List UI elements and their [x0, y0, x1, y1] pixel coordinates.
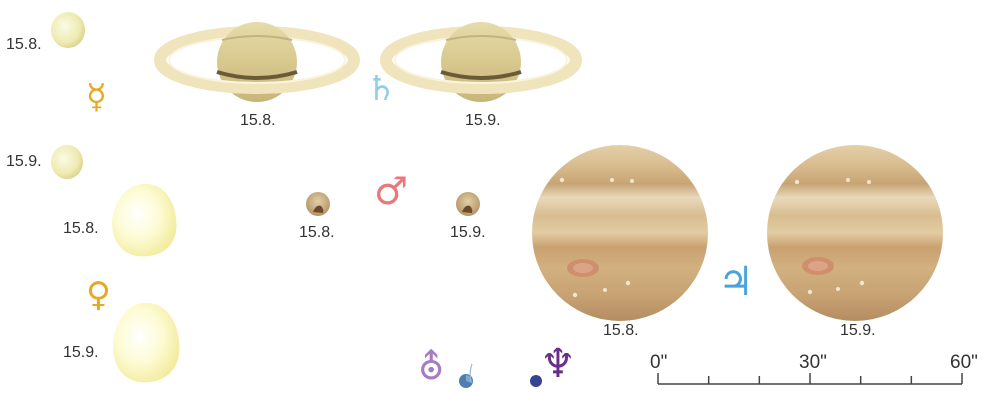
venus-disc-15-9	[113, 302, 180, 383]
scale-label-60: 60"	[950, 352, 978, 373]
venus-date-15-9: 15.9.	[63, 344, 99, 361]
saturn-disc-15-9	[380, 22, 582, 102]
mercury-date-15-9: 15.9.	[6, 153, 42, 170]
mercury-symbol-icon: ☿	[86, 77, 107, 117]
scale-label-30: 30"	[799, 352, 827, 373]
mercury-disc-15-8	[51, 12, 85, 48]
venus-symbol-icon: ♀	[86, 275, 111, 315]
venus-date-15-8: 15.8.	[63, 220, 99, 237]
mars-disc-15-8	[306, 192, 330, 216]
jupiter-disc-15-8	[532, 145, 708, 321]
mercury-disc-15-9	[51, 145, 83, 179]
uranus-disc	[459, 363, 473, 388]
angular-scale-bar	[657, 373, 963, 385]
mercury-date-15-8: 15.8.	[6, 36, 42, 53]
saturn-date-15-9: 15.9.	[465, 112, 501, 129]
uranus-symbol-icon: ⛢	[418, 347, 445, 388]
venus-disc-15-8	[112, 183, 177, 257]
neptune-disc	[530, 375, 542, 387]
mars-date-15-9: 15.9.	[450, 224, 486, 241]
mars-date-15-8: 15.8.	[299, 224, 335, 241]
jupiter-disc-15-9	[767, 145, 943, 321]
neptune-symbol-icon: ♆	[540, 341, 576, 387]
jupiter-symbol-icon: ♃	[718, 259, 754, 305]
jupiter-date-15-9: 15.9.	[840, 322, 876, 339]
mars-symbol-icon: ♂	[374, 169, 409, 213]
saturn-disc-15-8	[154, 22, 360, 102]
scale-label-0: 0"	[650, 352, 668, 373]
saturn-date-15-8: 15.8.	[240, 112, 276, 129]
mars-disc-15-9	[456, 192, 480, 216]
saturn-symbol-icon: ♄	[366, 69, 397, 109]
jupiter-date-15-8: 15.8.	[603, 322, 639, 339]
